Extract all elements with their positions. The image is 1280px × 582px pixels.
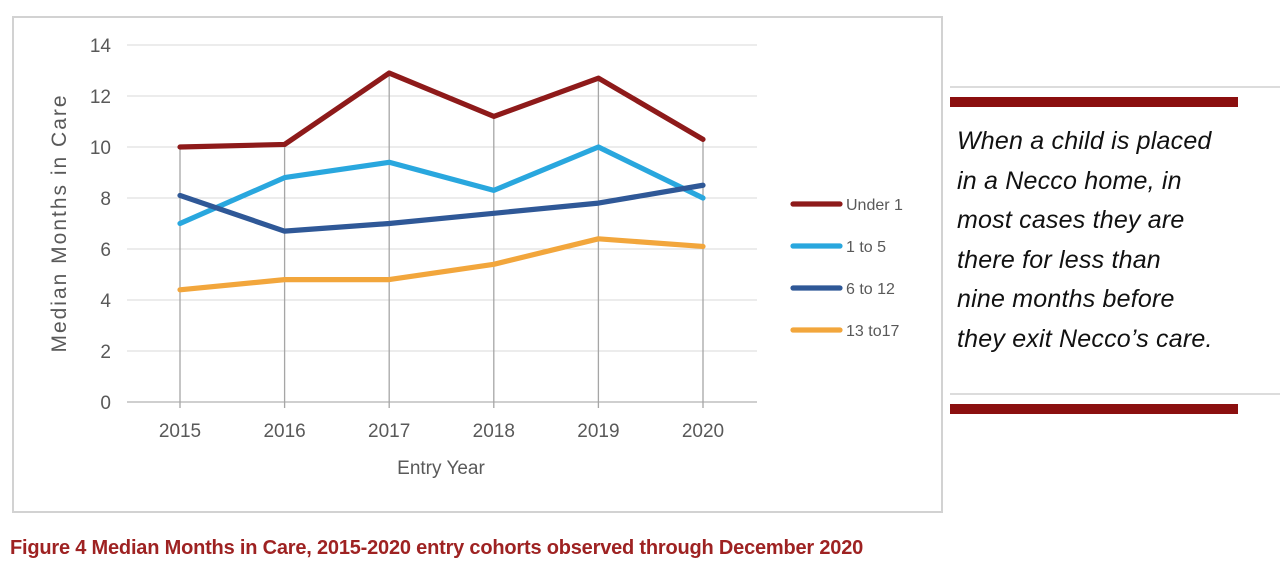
legend-label: 13 to17 bbox=[846, 323, 899, 340]
series-line-13-to17 bbox=[177, 236, 706, 293]
y-tick-label: 2 bbox=[100, 342, 111, 363]
y-axis-title: Median Months in Care bbox=[48, 93, 71, 352]
pull-quote-bottom-border bbox=[950, 393, 1280, 395]
y-tick-label: 0 bbox=[100, 393, 111, 414]
series-line-under-1 bbox=[177, 70, 706, 150]
legend-label: 1 to 5 bbox=[846, 239, 886, 256]
x-tick-label: 2020 bbox=[682, 421, 724, 442]
y-tick-label: 6 bbox=[100, 240, 111, 261]
y-tick-label: 10 bbox=[90, 138, 111, 159]
x-tick-label: 2018 bbox=[473, 421, 515, 442]
legend-label: Under 1 bbox=[846, 197, 903, 214]
x-tick-label: 2017 bbox=[368, 421, 410, 442]
x-axis-title: Entry Year bbox=[397, 458, 485, 479]
pull-quote-text: When a child is placed in a Necco home, … bbox=[957, 127, 1213, 353]
series-line-6-to-12 bbox=[177, 182, 706, 234]
legend-label: 6 to 12 bbox=[846, 281, 895, 298]
x-tick-label: 2016 bbox=[263, 421, 305, 442]
figure-caption: Figure 4 Median Months in Care, 2015-202… bbox=[10, 537, 864, 559]
y-tick-label: 8 bbox=[100, 189, 111, 210]
pull-quote-top-border bbox=[950, 86, 1280, 88]
pull-quote-top-bar bbox=[950, 97, 1238, 107]
y-tick-label: 4 bbox=[100, 291, 111, 312]
chart-panel: 0 2 4 6 8 10 12 14 2015 2016 2017 2018 2019 2020 Entry… bbox=[12, 16, 943, 513]
series-line-1-to-5 bbox=[177, 144, 706, 227]
x-tick-label: 2019 bbox=[577, 421, 619, 442]
pull-quote-bottom-bar bbox=[950, 404, 1238, 414]
median-months-line-chart: 0 2 4 6 8 10 12 14 2015 2016 2017 2018 2019 2020 Entry… bbox=[48, 36, 903, 479]
y-tick-label: 12 bbox=[90, 87, 111, 108]
y-tick-label: 14 bbox=[90, 36, 112, 57]
x-tick-label: 2015 bbox=[159, 421, 201, 442]
